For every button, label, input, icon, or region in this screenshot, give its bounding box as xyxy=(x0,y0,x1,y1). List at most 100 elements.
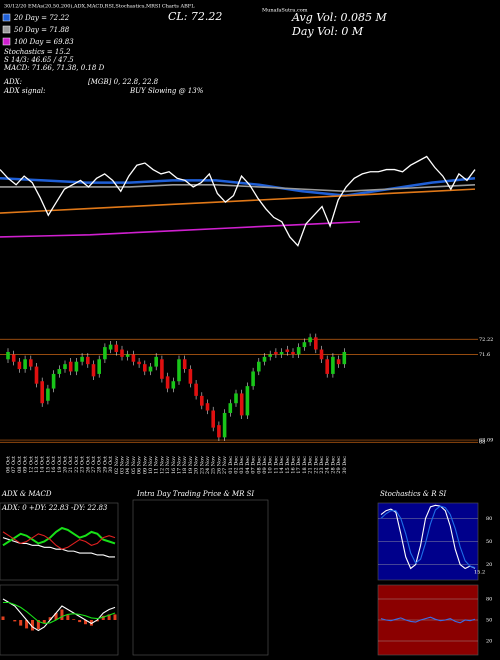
candle-body xyxy=(245,386,250,416)
x-tick-label: 06 Nov xyxy=(137,456,143,474)
y-tick-label: 50 xyxy=(486,539,492,545)
x-tick-label: 17 Dec xyxy=(296,456,302,474)
panel-annotation: ADX: 0 +DY: 22.83 -DY: 22.83 xyxy=(1,504,108,512)
y-tick-label: 20 xyxy=(486,562,492,568)
x-tick-label: 29 Dec xyxy=(336,456,342,474)
x-tick-label: 24 Nov xyxy=(205,456,211,474)
ema-line xyxy=(0,188,476,214)
candle-body xyxy=(217,425,221,438)
candle-body xyxy=(279,351,284,355)
macd-bar xyxy=(36,620,40,630)
x-tick-label: 08 Oct xyxy=(17,456,23,473)
x-tick-label: 30 Dec xyxy=(342,456,348,474)
x-tick-label: 08 Dec xyxy=(256,456,262,474)
x-tick-label: 02 Dec xyxy=(234,456,240,474)
candle-body xyxy=(308,337,312,343)
legend-swatch xyxy=(2,13,11,22)
candle-body xyxy=(40,381,44,404)
candle-body xyxy=(274,351,278,355)
intraday-panel xyxy=(132,499,269,656)
y-tick-label: 20 xyxy=(486,639,492,645)
page-title: 30/12/20 EMAs(20,50,200),ADX,MACD,RSI,St… xyxy=(4,3,195,10)
panel-title: ADX & MACD xyxy=(1,490,52,498)
x-tick-label: 03 Nov xyxy=(120,456,126,474)
candle-body xyxy=(86,356,90,365)
indicator-line xyxy=(380,616,476,624)
panel-frame xyxy=(0,584,119,656)
close-price: CL: 72.22 xyxy=(168,10,222,23)
candle-body xyxy=(160,359,164,379)
adx-signal: BUY Slowing @ 13% xyxy=(129,87,204,95)
macd-bar xyxy=(48,617,52,620)
macd-bar xyxy=(72,619,76,620)
candle-body xyxy=(11,354,16,362)
macd-bar xyxy=(113,614,117,620)
x-tick-label: 03 Dec xyxy=(239,456,245,474)
x-tick-label: 23 Oct xyxy=(80,456,86,473)
site-name: MunafaSutra.com xyxy=(262,8,308,14)
macd-bar xyxy=(107,614,111,620)
macd-bar xyxy=(54,613,58,620)
x-tick-label: 05 Nov xyxy=(131,456,137,474)
candle-body xyxy=(205,403,210,411)
x-tick-label: 24 Dec xyxy=(325,456,331,474)
x-tick-label: 15 Dec xyxy=(285,456,291,474)
y-tick-label: 68.09 xyxy=(479,438,493,444)
candle-body xyxy=(342,351,347,365)
legend-swatch xyxy=(2,37,11,46)
macd-bar xyxy=(25,620,29,629)
x-tick-label: 23 Dec xyxy=(319,456,325,474)
macd-bar xyxy=(42,620,46,624)
candle-body xyxy=(80,356,84,362)
candle-body xyxy=(331,356,335,374)
x-tick-label: 19 Oct xyxy=(57,456,63,473)
candle-body xyxy=(34,366,39,384)
candle-body xyxy=(222,412,227,438)
macd-bar xyxy=(30,620,34,631)
x-tick-label: 18 Dec xyxy=(302,456,308,474)
x-tick-label: 11 Dec xyxy=(273,456,279,474)
macd-bar xyxy=(60,609,64,620)
panel-frame xyxy=(0,502,119,581)
indicator-line xyxy=(3,601,116,625)
x-tick-label: 17 Nov xyxy=(177,456,183,474)
adx-value: [MGB] 0, 22.8, 22.8 xyxy=(88,78,159,86)
macd-bar xyxy=(84,620,88,625)
macd-bar xyxy=(13,620,17,622)
x-tick-label: 12 Nov xyxy=(159,456,165,474)
adx-signal-label: ADX signal: xyxy=(3,87,45,95)
candle-body xyxy=(177,359,181,382)
candle-body xyxy=(63,364,67,370)
x-tick-label: 26 Nov xyxy=(216,456,222,474)
x-tick-label: 14 Dec xyxy=(279,456,285,474)
candle-body xyxy=(234,393,238,404)
candle-body xyxy=(74,361,79,372)
candle-body xyxy=(291,351,295,355)
x-tick-label: 10 Dec xyxy=(268,456,274,474)
candle-body xyxy=(194,383,198,396)
x-tick-label: 09 Dec xyxy=(262,456,268,474)
legend-entry: 20 Day = 72.22 xyxy=(13,14,70,22)
candle-body xyxy=(57,369,62,374)
panel-title: Stochastics & R SI xyxy=(380,490,447,498)
candle-body xyxy=(251,371,255,387)
macd-bar xyxy=(66,615,70,620)
candle-body xyxy=(268,354,272,357)
x-tick-label: 26 Oct xyxy=(85,456,91,473)
indicator-line xyxy=(2,526,116,547)
candle-body xyxy=(103,347,107,360)
x-tick-label: 25 Nov xyxy=(211,456,217,474)
candle-body xyxy=(154,356,158,367)
x-tick-label: 21 Dec xyxy=(308,456,314,474)
adx-label: ADX: xyxy=(3,78,22,86)
indicator-line xyxy=(2,598,116,632)
x-tick-label: 28 Oct xyxy=(97,456,103,473)
x-tick-label: 30 Oct xyxy=(108,456,114,473)
x-tick-label: 20 Nov xyxy=(194,456,200,474)
candle-body xyxy=(296,347,301,355)
candle-body xyxy=(188,369,193,384)
candle-body xyxy=(319,349,324,360)
y-tick-label: 72.22 xyxy=(479,337,493,343)
x-tick-label: 10 Nov xyxy=(148,456,154,474)
